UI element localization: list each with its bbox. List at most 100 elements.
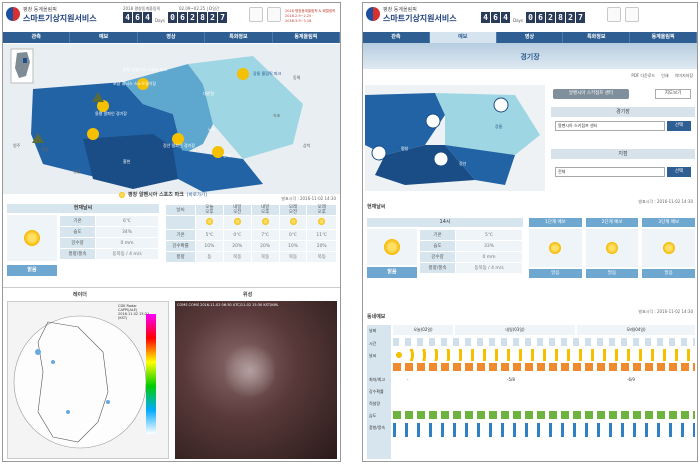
header-small-title: 평창 동계올림픽 bbox=[23, 7, 57, 13]
day: 내일 bbox=[233, 205, 242, 210]
day: 모레 bbox=[317, 205, 326, 210]
countdown-digit: 4 bbox=[123, 12, 132, 23]
map-label-cheorwon: 철원 bbox=[41, 147, 49, 152]
map-label-yongpyong[interactable]: 용평 알파인 경기장 bbox=[95, 111, 127, 116]
select-point-title: 지점 bbox=[551, 149, 695, 159]
header-main-title[interactable]: 스마트기상지원서비스 bbox=[383, 14, 457, 23]
dong-issued-time: 발표시각 : 2016-11-02 14:30 bbox=[638, 309, 693, 314]
nav-special-info[interactable]: 특화정보 bbox=[205, 32, 273, 43]
forecast-wind: 동 bbox=[195, 251, 224, 263]
point-select-button[interactable]: 선택 bbox=[667, 167, 691, 177]
day: 오늘 bbox=[205, 205, 214, 210]
toolbar: PDF 다운로드 인쇄 이미지저장 bbox=[631, 73, 693, 79]
point-select[interactable]: 전체 bbox=[555, 167, 665, 177]
stage-column: 3단계 예보 맑음 bbox=[642, 218, 696, 278]
forecast-day: 오늘 오후 bbox=[195, 204, 224, 216]
date-cell: 오늘(02일) bbox=[393, 325, 453, 335]
row-label: 날짜 bbox=[369, 328, 377, 333]
row-value: 34% bbox=[95, 226, 159, 238]
map-label-alpensia[interactable]: 평창 알펜시아 스포츠 파크 bbox=[123, 67, 168, 72]
divider bbox=[3, 287, 340, 288]
forecast-table: 날씨 오늘 오후 내일 오전 내일 오후 모레 오전 모레 오후 기온 5℃ 0℃ 7℃ … bbox=[165, 204, 337, 263]
satellite-caption: COMS COMS 2016-11-02 06:30 UTC/11-02 15:… bbox=[177, 303, 279, 307]
row-value: 6℃ bbox=[95, 215, 159, 227]
nav-forecast[interactable]: 예보 bbox=[429, 32, 497, 43]
issued-time: 발표시각 : 2016-11-02 14:30 bbox=[638, 199, 693, 204]
sun-icon bbox=[549, 242, 562, 254]
stage-title: 1단계 예보 bbox=[529, 218, 582, 227]
stage-title: 2단계 예보 bbox=[585, 218, 639, 227]
clock-digit: 6 bbox=[535, 12, 545, 23]
day: 모레 bbox=[288, 205, 298, 210]
wind-row bbox=[393, 423, 695, 437]
countdown: 4 6 4 Days 0 6 2 8 2 7 bbox=[481, 12, 585, 23]
stage-column: 1단계 예보 맑음 bbox=[529, 218, 582, 278]
stage-icon-box bbox=[585, 229, 639, 267]
forecast-weather bbox=[195, 215, 224, 230]
nav-forecast[interactable]: 예보 bbox=[70, 32, 138, 43]
nav-observation[interactable]: 관측 bbox=[3, 32, 71, 43]
pdf-button[interactable]: PDF 다운로드 bbox=[631, 73, 656, 78]
satellite-image[interactable]: COMS COMS 2016-11-02 06:30 UTC/11-02 15:… bbox=[175, 301, 337, 459]
nav-imagery[interactable]: 영상 bbox=[138, 32, 206, 43]
map-label-yeongwol: 영월 bbox=[73, 169, 81, 174]
clock-digit: 2 bbox=[207, 12, 217, 23]
countdown-digit: 4 bbox=[481, 12, 490, 23]
sun-icon bbox=[233, 218, 241, 225]
banner-title: 경기장 bbox=[520, 53, 540, 61]
row-value: 동북동 / 4 m/s bbox=[95, 248, 159, 260]
row-label: 풍향/풍속 bbox=[59, 248, 96, 260]
venue-button[interactable]: 알펜시아 스키점프 센터 bbox=[553, 89, 629, 99]
period: 오전 bbox=[233, 210, 242, 215]
venue-map bbox=[365, 85, 545, 191]
minmax-cell: -5/8 bbox=[507, 377, 515, 382]
current-weather-icon-box bbox=[7, 215, 57, 261]
map-label-pyeongchang[interactable]: 평창 bbox=[401, 146, 409, 151]
row-label: 강수확률 bbox=[369, 389, 384, 394]
forecast-day: 내일 오전 bbox=[222, 204, 252, 216]
forecast-weather bbox=[306, 215, 337, 230]
map-label-samcheok: 삼척 bbox=[303, 143, 311, 148]
row-label: 기온 bbox=[419, 229, 456, 241]
minmax-cell: -6/9 bbox=[627, 377, 635, 382]
map-label-gangneung[interactable]: 강릉 bbox=[495, 124, 503, 129]
map-label-jeongseon[interactable]: 정선 알파인 경기장 bbox=[163, 143, 195, 148]
current-weather-title: 현재날씨 bbox=[7, 204, 159, 213]
nav-imagery[interactable]: 영상 bbox=[497, 32, 564, 43]
forecast-pop: 20% bbox=[222, 240, 252, 252]
map-label-phoenix[interactable]: 보광 휘닉스 스노우경기장 bbox=[113, 81, 157, 86]
stage-title: 3단계 예보 bbox=[642, 218, 696, 227]
print-button[interactable]: 인쇄 bbox=[661, 73, 669, 78]
row-label: 최저/최고 bbox=[369, 377, 386, 382]
current-weather-status: 맑음 bbox=[367, 267, 417, 278]
venue-heading: 평창 알펜시아 스포츠 파크 [바로가기] bbox=[119, 191, 207, 198]
select-venue-title: 경기장 bbox=[551, 107, 695, 117]
countdown-digit: 6 bbox=[133, 12, 142, 23]
nav-special-info[interactable]: 특화정보 bbox=[563, 32, 631, 43]
forecast-weather bbox=[278, 215, 308, 230]
forecast-wind: 북동 bbox=[306, 251, 337, 263]
row-label: 풍향 bbox=[165, 251, 196, 263]
map-label-jeongseon[interactable]: 정선 bbox=[459, 161, 467, 166]
nav-observation[interactable]: 관측 bbox=[363, 32, 430, 43]
event-info: 2018 평창동계올림픽 & 패럴림픽 2018.2.9~2.25 · 2018… bbox=[285, 9, 340, 24]
map-label-gangneung[interactable]: 강릉 올림픽 파크 bbox=[253, 71, 282, 76]
header-main-title[interactable]: 스마트기상지원서비스 bbox=[23, 14, 97, 23]
venue-select-button[interactable]: 선택 bbox=[667, 121, 691, 131]
time-row bbox=[393, 338, 695, 346]
map-view-button[interactable]: 지도보기 bbox=[655, 89, 691, 99]
nav-winter-olympics[interactable]: 동계올림픽 bbox=[273, 32, 340, 43]
stage-icon-box bbox=[529, 229, 582, 267]
venue-link[interactable]: [바로가기] bbox=[186, 192, 207, 198]
radar-image[interactable]: CDK Radar CAPPI(ALE) 2016.11.02 15:21 (K… bbox=[7, 301, 169, 459]
sun-icon bbox=[662, 242, 675, 254]
current-weather-icon-box bbox=[367, 229, 417, 265]
clock-digit: 0 bbox=[525, 12, 535, 23]
nav-winter-olympics[interactable]: 동계올림픽 bbox=[630, 32, 697, 43]
save-image-button[interactable]: 이미지저장 bbox=[674, 73, 693, 78]
radar-caption: CDK Radar CAPPI(ALE) 2016.11.02 15:21 (K… bbox=[118, 304, 150, 320]
forecast-day: 모레 오전 bbox=[278, 204, 308, 216]
venue-select[interactable]: 알펜시아 스키점프 센터 bbox=[555, 121, 665, 131]
paralympic-emblem-icon bbox=[625, 7, 639, 22]
site-header: 평창 동계올림픽 스마트기상지원서비스 2018 평창동계올림픽 02.09~0… bbox=[3, 3, 340, 30]
